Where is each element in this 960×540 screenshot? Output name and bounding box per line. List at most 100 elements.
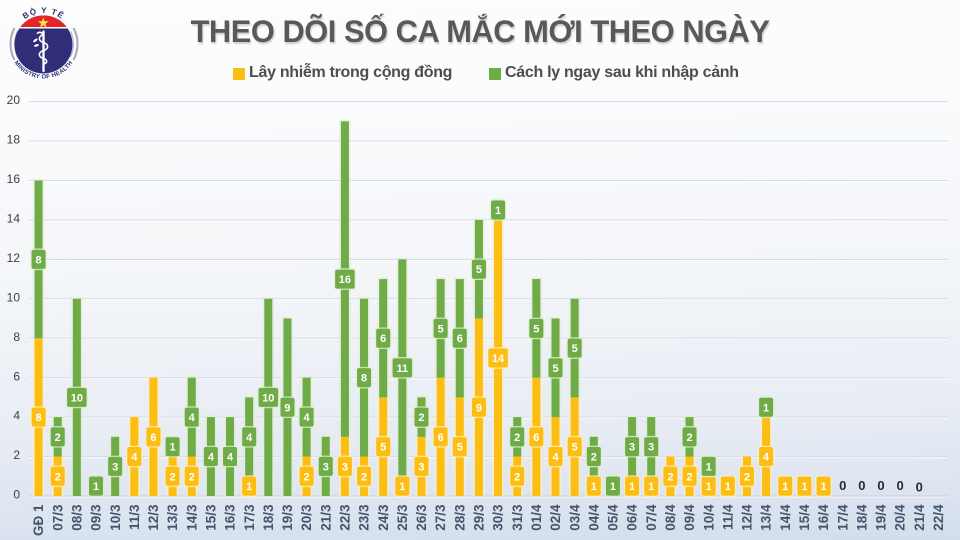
svg-text:2: 2: [744, 471, 750, 483]
svg-text:2: 2: [591, 452, 597, 464]
svg-text:18: 18: [7, 133, 21, 147]
svg-text:14/4: 14/4: [778, 504, 793, 531]
svg-text:GĐ 1: GĐ 1: [31, 504, 46, 536]
svg-text:28/3: 28/3: [452, 504, 467, 531]
svg-text:18/4: 18/4: [854, 504, 869, 531]
svg-text:3: 3: [648, 442, 654, 454]
svg-text:5: 5: [572, 343, 578, 355]
svg-text:17/3: 17/3: [242, 504, 257, 531]
svg-text:2: 2: [667, 471, 673, 483]
svg-text:6: 6: [457, 333, 463, 345]
svg-text:3: 3: [629, 442, 635, 454]
svg-text:11/3: 11/3: [127, 504, 142, 530]
svg-text:20/3: 20/3: [299, 504, 314, 531]
svg-text:2: 2: [55, 471, 61, 483]
svg-text:14: 14: [492, 353, 505, 365]
svg-text:1: 1: [782, 481, 788, 493]
svg-text:1: 1: [820, 481, 826, 493]
svg-text:10: 10: [7, 290, 21, 304]
svg-text:16: 16: [7, 172, 21, 186]
svg-text:0: 0: [858, 478, 865, 493]
svg-text:8: 8: [13, 330, 20, 344]
svg-text:2: 2: [514, 471, 520, 483]
svg-text:1: 1: [706, 481, 712, 493]
svg-text:0: 0: [897, 478, 904, 493]
svg-text:11: 11: [397, 363, 409, 375]
svg-text:19/4: 19/4: [874, 504, 889, 531]
svg-text:1: 1: [801, 481, 807, 493]
svg-text:1: 1: [610, 481, 616, 493]
svg-text:4: 4: [131, 452, 138, 464]
svg-text:0: 0: [877, 478, 884, 493]
svg-text:3: 3: [112, 461, 118, 473]
svg-text:2: 2: [304, 471, 310, 483]
svg-text:30/3: 30/3: [491, 504, 506, 531]
svg-text:16: 16: [339, 274, 351, 286]
svg-text:15/3: 15/3: [203, 504, 218, 531]
svg-text:02/4: 02/4: [548, 504, 563, 531]
svg-text:1: 1: [495, 205, 501, 217]
svg-text:2: 2: [170, 471, 176, 483]
svg-text:12/4: 12/4: [740, 504, 755, 531]
svg-text:2: 2: [514, 432, 520, 444]
svg-text:04/4: 04/4: [586, 504, 601, 531]
svg-text:21/3: 21/3: [318, 504, 333, 531]
svg-text:8: 8: [36, 254, 42, 266]
svg-text:2: 2: [55, 432, 61, 444]
svg-text:1: 1: [246, 481, 252, 493]
svg-text:8: 8: [36, 412, 42, 424]
svg-text:06/4: 06/4: [625, 504, 640, 531]
svg-text:15/4: 15/4: [797, 504, 812, 531]
svg-text:9: 9: [284, 402, 290, 414]
svg-text:2: 2: [189, 471, 195, 483]
svg-text:12: 12: [7, 251, 21, 265]
svg-text:5: 5: [572, 442, 578, 454]
svg-text:16/3: 16/3: [223, 504, 238, 531]
svg-text:8: 8: [361, 373, 367, 385]
svg-text:6: 6: [438, 432, 444, 444]
svg-text:6: 6: [150, 432, 156, 444]
svg-text:9: 9: [476, 402, 482, 414]
svg-text:4: 4: [189, 412, 196, 424]
svg-text:0: 0: [13, 488, 20, 502]
svg-text:2: 2: [361, 471, 367, 483]
svg-text:3: 3: [418, 461, 424, 473]
svg-text:1: 1: [725, 481, 731, 493]
svg-text:03/4: 03/4: [567, 504, 582, 531]
svg-text:14/3: 14/3: [184, 504, 199, 531]
svg-text:18/3: 18/3: [261, 504, 276, 531]
svg-text:20: 20: [7, 93, 21, 107]
svg-text:08/4: 08/4: [663, 504, 678, 531]
svg-text:0: 0: [839, 478, 846, 493]
svg-text:2: 2: [686, 471, 692, 483]
svg-text:6: 6: [380, 333, 386, 345]
svg-text:4: 4: [246, 432, 253, 444]
svg-text:25/3: 25/3: [395, 504, 410, 531]
svg-text:1: 1: [93, 481, 99, 493]
svg-text:1: 1: [763, 402, 769, 414]
svg-text:1: 1: [648, 481, 654, 493]
svg-text:2: 2: [418, 412, 424, 424]
svg-text:16/4: 16/4: [816, 504, 831, 531]
svg-text:10/3: 10/3: [108, 504, 123, 531]
svg-text:4: 4: [208, 452, 215, 464]
svg-text:05/4: 05/4: [606, 504, 621, 531]
svg-text:2: 2: [13, 448, 20, 462]
svg-text:3: 3: [323, 461, 329, 473]
svg-text:27/3: 27/3: [433, 504, 448, 531]
svg-text:3: 3: [342, 461, 348, 473]
svg-text:07/3: 07/3: [50, 504, 65, 531]
svg-text:14: 14: [7, 212, 21, 226]
svg-text:1: 1: [591, 481, 597, 493]
svg-text:13/3: 13/3: [165, 504, 180, 531]
svg-text:0: 0: [916, 480, 923, 495]
svg-text:13/4: 13/4: [759, 504, 774, 531]
svg-text:23/3: 23/3: [357, 504, 372, 531]
svg-text:5: 5: [457, 442, 463, 454]
svg-text:09/3: 09/3: [89, 504, 104, 531]
svg-text:17/4: 17/4: [835, 504, 850, 531]
svg-text:31/3: 31/3: [510, 504, 525, 531]
svg-text:1: 1: [706, 461, 712, 473]
svg-text:19/3: 19/3: [280, 504, 295, 531]
svg-text:21/4: 21/4: [912, 504, 927, 531]
